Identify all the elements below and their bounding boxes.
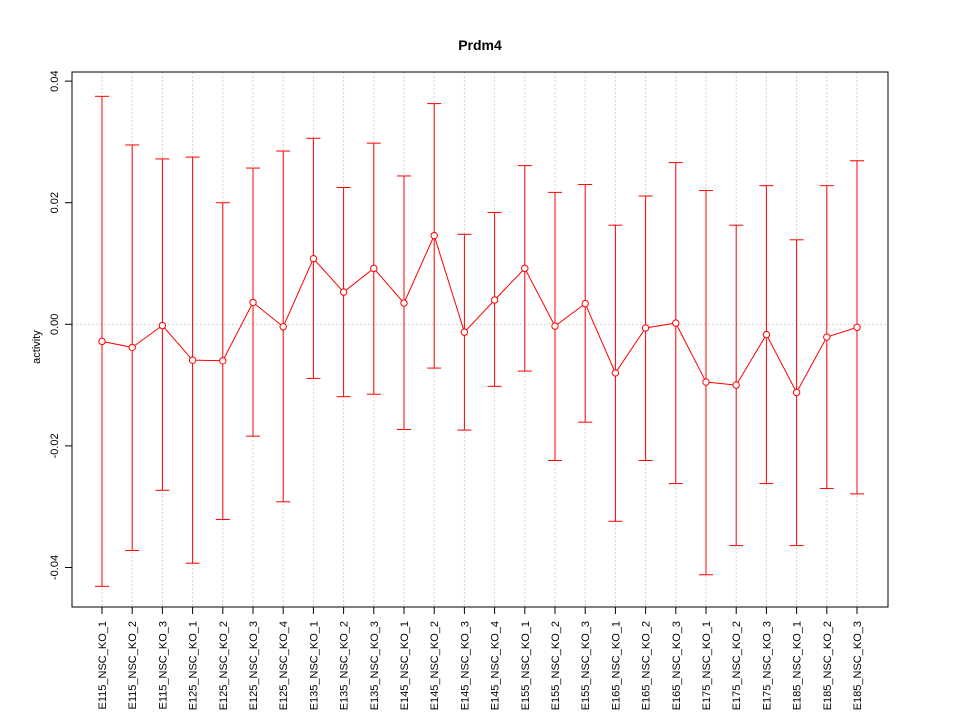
x-tick-label: E135_NSC_KO_2 (339, 621, 351, 710)
data-point (702, 378, 710, 386)
data-point (672, 319, 680, 327)
data-point (98, 337, 106, 346)
x-tick-label: E145_NSC_KO_1 (399, 621, 411, 710)
data-point (823, 333, 831, 341)
data-point (792, 388, 801, 397)
x-tick-label: E145_NSC_KO_3 (459, 621, 471, 710)
data-point (339, 288, 348, 296)
data-point (309, 254, 318, 263)
x-tick-label: E175_NSC_KO_1 (701, 621, 713, 710)
data-point (581, 299, 589, 308)
chart-title: Prdm4 (458, 37, 502, 53)
y-tick-label: -0.04 (49, 555, 61, 580)
data-point (641, 324, 650, 332)
data-point (611, 369, 620, 377)
x-tick-label: E115_NSC_KO_1 (97, 621, 109, 709)
y-tick-label: -0.02 (49, 433, 61, 458)
x-tick-label: E125_NSC_KO_4 (278, 621, 290, 710)
x-tick-label: E135_NSC_KO_3 (369, 621, 381, 710)
x-tick-label: E165_NSC_KO_1 (610, 621, 622, 710)
data-point (460, 328, 469, 336)
data-point (521, 264, 529, 273)
y-tick-label: 0.00 (49, 314, 61, 335)
series-line (101, 234, 858, 394)
y-tick-label: 0.02 (49, 192, 61, 213)
x-tick-label: E125_NSC_KO_2 (218, 621, 230, 710)
x-tick-label: E185_NSC_KO_3 (852, 621, 864, 710)
data-point (219, 357, 227, 365)
data-point (732, 381, 740, 389)
x-tick-label: E185_NSC_KO_1 (792, 621, 804, 710)
x-tick-label: E165_NSC_KO_3 (671, 621, 683, 710)
data-point (551, 322, 559, 330)
data-point (853, 323, 861, 332)
plot-frame (71, 71, 889, 608)
data-point (370, 264, 378, 273)
data-point (430, 231, 438, 240)
y-tick-label: 0.04 (49, 70, 61, 91)
grid (72, 72, 888, 607)
x-tick-label: E175_NSC_KO_2 (731, 621, 743, 710)
data-point (188, 356, 197, 364)
data-series (95, 95, 864, 587)
x-tick-label: E175_NSC_KO_3 (761, 621, 773, 710)
x-tick-label: E115_NSC_KO_3 (157, 621, 169, 709)
data-point (762, 330, 771, 339)
x-tick-label: E165_NSC_KO_2 (641, 621, 653, 710)
data-point (490, 296, 499, 304)
x-tick-label: E115_NSC_KO_2 (127, 621, 139, 709)
x-tick-label: E145_NSC_KO_4 (490, 621, 502, 710)
x-tick-label: E155_NSC_KO_2 (550, 621, 562, 710)
data-point (158, 321, 167, 330)
data-point (279, 323, 287, 331)
x-tick-label: E185_NSC_KO_2 (822, 621, 834, 710)
x-tick-label: E135_NSC_KO_1 (308, 621, 320, 710)
x-tick-label: E125_NSC_KO_3 (248, 621, 260, 710)
x-tick-label: E125_NSC_KO_1 (188, 621, 200, 710)
x-tick-label: E155_NSC_KO_3 (580, 621, 592, 710)
x-tick-label: E155_NSC_KO_1 (520, 621, 532, 710)
axes: -0.04 -0.02 0.00 0.02 0.04 E115_NSC_KO_1 E115_… (49, 70, 864, 710)
data-point (400, 299, 408, 307)
x-tick-label: E145_NSC_KO_2 (429, 621, 441, 710)
y-axis-label: activity (31, 330, 43, 364)
data-point (128, 343, 136, 352)
data-point (249, 298, 257, 307)
